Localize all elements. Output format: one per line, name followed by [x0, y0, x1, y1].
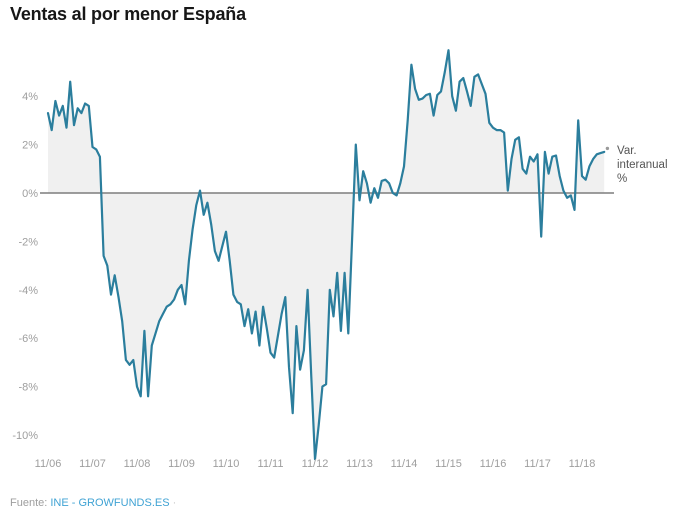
y-tick-label: -2% [18, 236, 38, 248]
x-tick-label: 11/15 [435, 458, 462, 470]
x-tick-label: 11/12 [302, 458, 329, 470]
annotation-line-1: Var. [617, 145, 637, 157]
area-fill [48, 50, 605, 460]
source-link[interactable]: INE - GROWFUNDS.ES [50, 497, 170, 509]
x-tick-label: 11/17 [524, 458, 551, 470]
x-axis-labels: 11/06 11/07 11/08 11/09 11/10 11/11 11/12 11/13… [35, 458, 596, 470]
footer: Fuente: INE - GROWFUNDS.ES · [10, 497, 176, 509]
x-tick-label: 11/06 [35, 458, 62, 470]
chart-title: Ventas al por menor España [10, 4, 246, 24]
series-annotation: Var. interanual % [617, 145, 671, 185]
footer-separator-dot: · [172, 497, 177, 509]
y-tick-label: -10% [12, 430, 38, 442]
series-line [46, 49, 606, 461]
y-tick-label: 4% [22, 91, 38, 103]
x-tick-label: 11/08 [124, 458, 151, 470]
y-tick-label: 0% [22, 188, 38, 200]
x-tick-label: 11/09 [168, 458, 195, 470]
x-tick-label: 11/18 [569, 458, 596, 470]
x-tick-label: 11/10 [213, 458, 240, 470]
y-axis-labels: 4% 2% 0% -2% -4% -6% -8% -10% [12, 91, 38, 442]
y-tick-label: -6% [18, 333, 38, 345]
y-tick-label: -8% [18, 382, 38, 394]
source-prefix: Fuente: [10, 497, 48, 509]
x-tick-label: 11/16 [480, 458, 507, 470]
x-tick-label: 11/14 [391, 458, 418, 470]
y-tick-label: -4% [18, 285, 38, 297]
x-tick-label: 11/07 [79, 458, 106, 470]
annotation-line-3: % [617, 173, 627, 185]
y-tick-label: 2% [22, 140, 38, 152]
x-tick-label: 11/13 [346, 458, 373, 470]
x-tick-label: 11/11 [258, 458, 284, 470]
series-end-dot [605, 146, 610, 151]
annotation-line-2: interanual [617, 159, 668, 171]
